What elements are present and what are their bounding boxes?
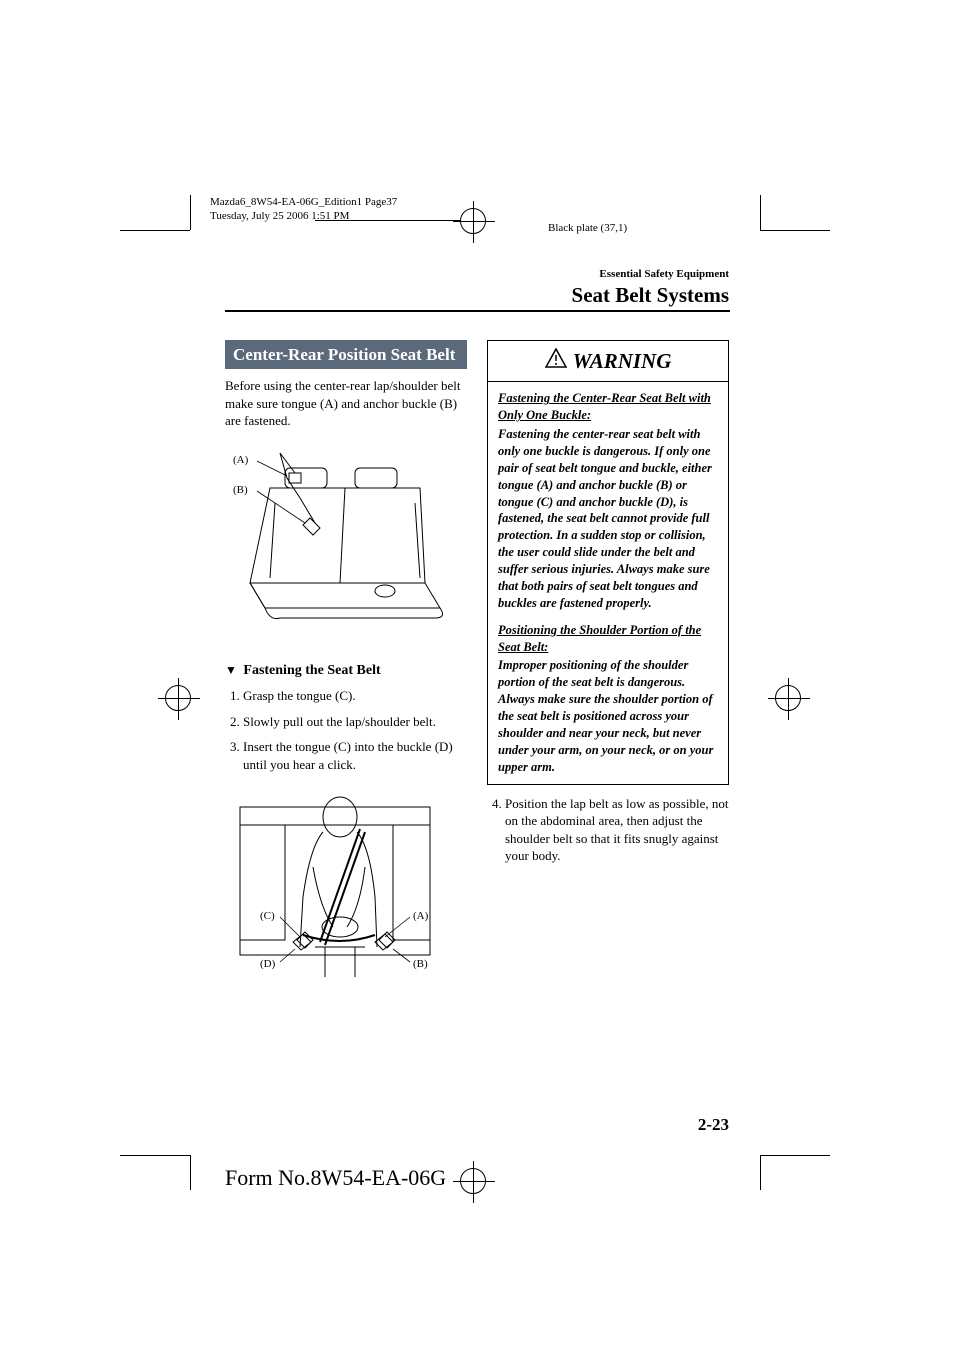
header-rule <box>225 310 730 312</box>
steps-list-continued: Position the lap belt as low as possible… <box>487 795 729 865</box>
warning1-body: Fastening the center-rear seat belt with… <box>498 426 718 612</box>
crop-mark <box>120 1155 190 1156</box>
warning2-body: Improper positioning of the shoulder por… <box>498 657 718 775</box>
chapter-label: Essential Safety Equipment <box>599 268 729 280</box>
person-seatbelt-diagram: (C) (D) (A) (B) <box>225 787 457 987</box>
header-line <box>315 220 460 221</box>
topic-header: Center-Rear Position Seat Belt <box>225 340 467 369</box>
crop-mark <box>760 1155 830 1156</box>
steps-list: Grasp the tongue (C). Slowly pull out th… <box>225 687 467 773</box>
diagram2-label-a: (A) <box>413 910 429 922</box>
warning-box: WARNING Fastening the Center-Rear Seat B… <box>487 340 729 785</box>
warning-triangle-icon <box>545 347 567 375</box>
left-column: Center-Rear Position Seat Belt Before us… <box>225 340 467 1006</box>
registration-mark-icon <box>165 685 191 711</box>
content-area: Center-Rear Position Seat Belt Before us… <box>225 340 730 1006</box>
form-number: Form No.8W54-EA-06G <box>225 1165 446 1191</box>
edition-line-1: Mazda6_8W54-EA-06G_Edition1 Page37 <box>210 195 397 209</box>
diagram1-label-b: (B) <box>233 484 248 496</box>
step-2: Slowly pull out the lap/shoulder belt. <box>243 713 467 731</box>
warning-title: WARNING <box>488 341 728 382</box>
warning1-title: Fastening the Center-Rear Seat Belt with… <box>498 390 718 424</box>
print-meta-plate: Black plate (37,1) <box>548 222 627 234</box>
sub-heading-fastening: Fastening the Seat Belt <box>225 662 467 681</box>
warning2-title: Positioning the Shoulder Portion of the … <box>498 622 718 656</box>
diagram2-label-c: (C) <box>260 910 275 922</box>
registration-mark-icon <box>460 208 486 234</box>
warning-title-text: WARNING <box>573 347 672 375</box>
diagram1-label-a: (A) <box>233 454 249 466</box>
edition-line-2: Tuesday, July 25 2006 1:51 PM <box>210 209 397 223</box>
right-column: WARNING Fastening the Center-Rear Seat B… <box>487 340 729 1006</box>
crop-mark <box>760 195 761 230</box>
warning-body: Fastening the Center-Rear Seat Belt with… <box>488 382 728 783</box>
crop-mark <box>190 195 191 230</box>
crop-mark <box>120 230 190 231</box>
crop-mark <box>760 1155 761 1190</box>
registration-mark-icon <box>775 685 801 711</box>
page-number: 2-23 <box>698 1115 729 1135</box>
registration-mark-icon <box>460 1168 486 1194</box>
crop-mark <box>190 1155 191 1190</box>
diagram2-label-d: (D) <box>260 958 276 970</box>
step-1: Grasp the tongue (C). <box>243 687 467 705</box>
diagram2-label-b: (B) <box>413 958 428 970</box>
crop-mark <box>760 230 830 231</box>
section-title: Seat Belt Systems <box>572 283 729 308</box>
sub-heading-text: Fastening the Seat Belt <box>243 663 380 678</box>
seat-diagram: (A) (B) <box>225 443 457 633</box>
step-3: Insert the tongue (C) into the buckle (D… <box>243 738 467 773</box>
step-4: Position the lap belt as low as possible… <box>505 795 729 865</box>
intro-paragraph: Before using the center-rear lap/shoulde… <box>225 377 467 430</box>
